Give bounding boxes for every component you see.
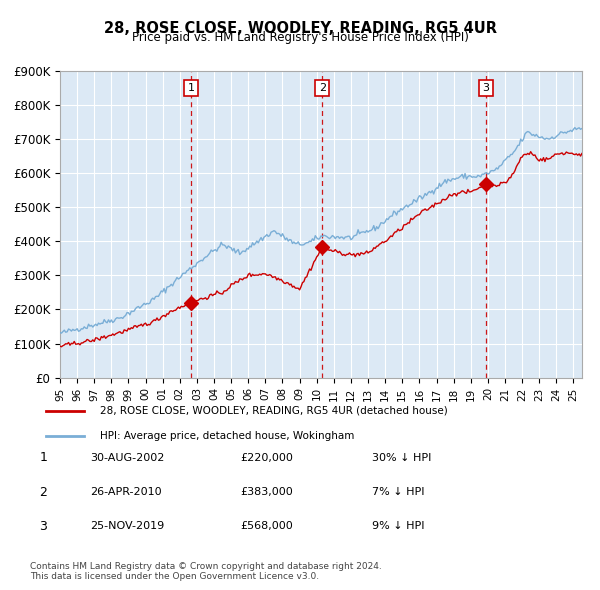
Text: 3: 3 — [40, 520, 47, 533]
Text: £568,000: £568,000 — [240, 522, 293, 531]
Text: Contains HM Land Registry data © Crown copyright and database right 2024.
This d: Contains HM Land Registry data © Crown c… — [30, 562, 382, 581]
Text: £220,000: £220,000 — [240, 453, 293, 463]
Text: 30% ↓ HPI: 30% ↓ HPI — [372, 453, 431, 463]
Text: 9% ↓ HPI: 9% ↓ HPI — [372, 522, 425, 531]
Text: £383,000: £383,000 — [240, 487, 293, 497]
Text: 28, ROSE CLOSE, WOODLEY, READING, RG5 4UR (detached house): 28, ROSE CLOSE, WOODLEY, READING, RG5 4U… — [100, 406, 448, 416]
Text: 7% ↓ HPI: 7% ↓ HPI — [372, 487, 425, 497]
Text: HPI: Average price, detached house, Wokingham: HPI: Average price, detached house, Woki… — [100, 431, 355, 441]
Text: 26-APR-2010: 26-APR-2010 — [90, 487, 161, 497]
Text: 28, ROSE CLOSE, WOODLEY, READING, RG5 4UR: 28, ROSE CLOSE, WOODLEY, READING, RG5 4U… — [104, 21, 497, 35]
Text: 2: 2 — [319, 83, 326, 93]
Text: 2: 2 — [40, 486, 47, 499]
Text: 25-NOV-2019: 25-NOV-2019 — [90, 522, 164, 531]
Text: 1: 1 — [40, 451, 47, 464]
Text: 1: 1 — [188, 83, 194, 93]
Text: Price paid vs. HM Land Registry's House Price Index (HPI): Price paid vs. HM Land Registry's House … — [131, 31, 469, 44]
Text: 3: 3 — [482, 83, 490, 93]
Text: 30-AUG-2002: 30-AUG-2002 — [90, 453, 164, 463]
